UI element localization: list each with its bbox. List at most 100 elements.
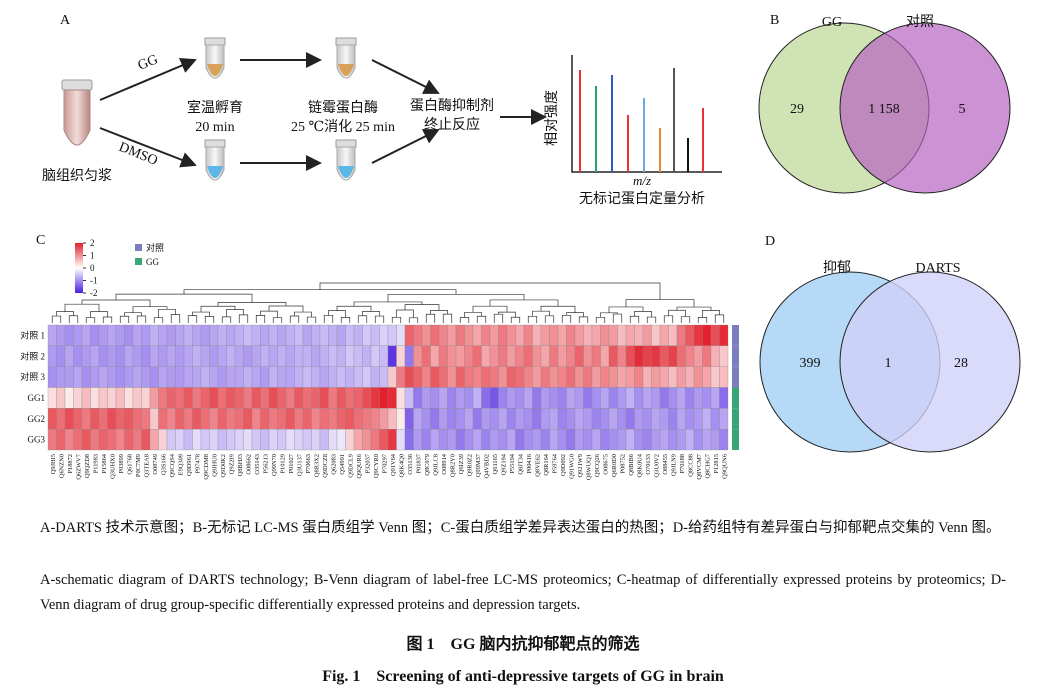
heat-cell: [115, 387, 125, 409]
dendrogram: [200, 305, 236, 313]
scale-label: -1: [90, 276, 98, 286]
scale-label: 1: [90, 251, 95, 261]
heat-cell: [328, 408, 338, 430]
column-label: Q9D0K2: [220, 454, 227, 477]
heat-cell: [506, 345, 516, 367]
heat-cell: [234, 429, 244, 451]
heat-cell: [608, 387, 618, 409]
heat-cell: [464, 408, 474, 430]
heat-cell: [158, 408, 168, 430]
heat-cell: [107, 387, 117, 409]
heat-cell: [192, 387, 202, 409]
heat-cell: [685, 366, 695, 388]
column-label: Q9D961: [186, 454, 193, 476]
dendrogram: [442, 313, 453, 323]
heat-cell: [98, 345, 108, 367]
heat-cell: [115, 408, 125, 430]
heat-cell: [311, 324, 321, 346]
heat-cell: [387, 366, 397, 388]
heat-cell: [345, 429, 355, 451]
heat-cell: [98, 366, 108, 388]
heat-cell: [294, 429, 304, 451]
heat-cell: [115, 324, 125, 346]
set-label: GG: [822, 15, 842, 30]
dendrogram: [387, 293, 525, 302]
column-label: Q4VBD2: [483, 454, 490, 479]
column-label: Q3U137: [296, 453, 303, 476]
heat-cell: [124, 387, 134, 409]
heat-cell: [642, 324, 652, 346]
heat-cell: [311, 387, 321, 409]
heat-cell: [523, 324, 533, 346]
column-label: P15864: [101, 453, 108, 473]
heat-cell: [642, 387, 652, 409]
heat-cell: [642, 408, 652, 430]
heat-cell: [277, 387, 287, 409]
heat-cell: [693, 345, 703, 367]
heat-cell: [64, 324, 74, 346]
legend-swatch: [135, 258, 142, 265]
heat-cell: [64, 387, 74, 409]
venn-count: 1 158: [868, 102, 900, 117]
branch-label: GG: [136, 52, 160, 73]
heat-cell: [294, 366, 304, 388]
column-label: P70297: [381, 453, 388, 473]
dendrogram: [85, 317, 96, 323]
dendrogram: [158, 308, 176, 318]
heat-cell: [234, 408, 244, 430]
heat-cell: [472, 366, 482, 388]
heat-cell: [56, 345, 66, 367]
heat-cell: [651, 387, 661, 409]
heat-cell: [370, 345, 380, 367]
heat-cell: [532, 366, 542, 388]
heat-cell: [523, 387, 533, 409]
column-label: Q61768: [126, 454, 133, 475]
heat-cell: [226, 366, 236, 388]
heat-cell: [226, 429, 236, 451]
venn-circle: [839, 271, 1021, 453]
heat-cell: [183, 429, 193, 451]
heat-cell: [362, 429, 372, 451]
heat-cell: [447, 408, 457, 430]
heat-cell: [676, 408, 686, 430]
column-label: Q54991: [339, 454, 346, 475]
heat-cell: [421, 366, 431, 388]
heat-cell: [447, 429, 457, 451]
column-label: E9Q309: [177, 454, 184, 475]
heat-cell: [447, 387, 457, 409]
heat-cell: [719, 408, 729, 430]
column-label: Q91WG0: [568, 454, 575, 479]
heat-cell: [132, 324, 142, 346]
heat-cell: [268, 387, 278, 409]
heat-cell: [498, 408, 508, 430]
heat-cell: [557, 387, 567, 409]
heat-cell: [685, 408, 695, 430]
column-label: P70663: [305, 454, 312, 474]
heat-cell: [472, 429, 482, 451]
venn-count: 1: [885, 356, 892, 371]
title-en: Fig. 1 Screening of anti-depressive targ…: [322, 668, 724, 685]
heat-cell: [141, 366, 151, 388]
heat-cell: [668, 429, 678, 451]
column-label: Q8K0U4: [636, 453, 643, 477]
heat-cell: [557, 429, 567, 451]
dendrogram: [430, 310, 448, 315]
step-text: 25 ℃消化 25 min: [291, 119, 395, 135]
heat-cell: [149, 429, 159, 451]
heat-cell: [141, 345, 151, 367]
heat-cell: [285, 387, 295, 409]
column-label: O70133: [645, 454, 652, 475]
heat-cell: [294, 345, 304, 367]
heat-cell: [710, 345, 720, 367]
heat-cell: [98, 324, 108, 346]
column-label: Q3S166: [160, 454, 167, 475]
heat-cell: [464, 429, 474, 451]
heat-cell: [302, 345, 312, 367]
row-label: GG3: [28, 435, 46, 445]
heat-cell: [107, 324, 117, 346]
heat-cell: [73, 345, 83, 367]
heat-cell: [81, 345, 91, 367]
heat-cell: [141, 408, 151, 430]
heat-cell: [217, 408, 227, 430]
